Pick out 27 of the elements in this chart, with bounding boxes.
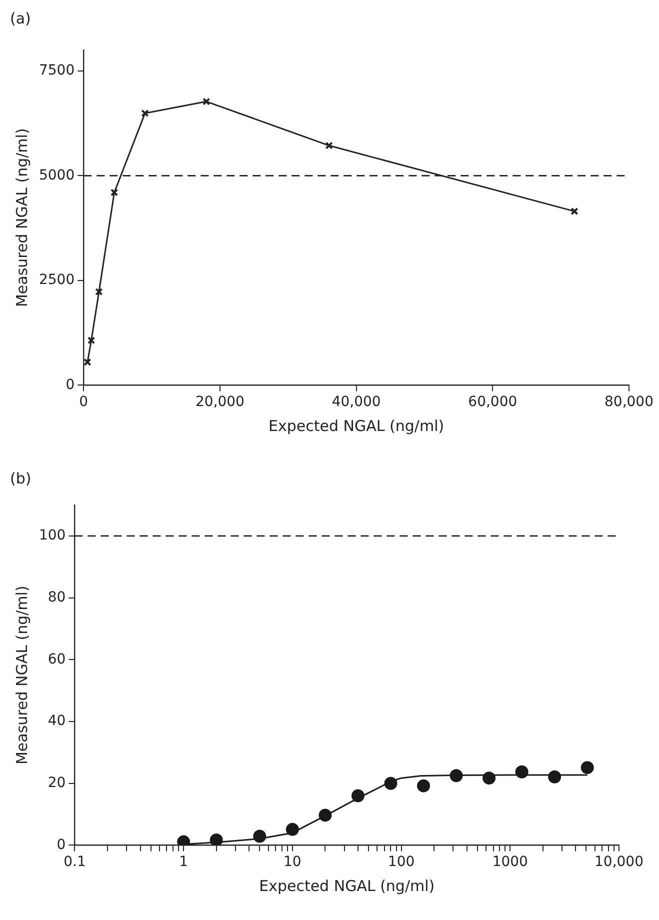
x-axis-title: Expected NGAL (ng/ml) [259,876,435,895]
y-tick-label: 0 [66,376,75,393]
y-tick-label: 100 [38,528,66,544]
y-tick-label: 5000 [38,167,75,184]
y-tick-label: 80 [48,589,66,606]
y-tick-label: 20 [48,774,66,791]
y-tick-label: 2500 [38,272,75,288]
y-axis-title: Measured NGAL (ng/ml) [12,128,31,308]
x-tick-label: 80,000 [604,394,654,410]
y-tick-label: 60 [48,651,66,668]
y-tick-label: 0 [56,836,66,853]
x-tick-label: 10 [284,854,302,870]
x-tick-label: 1000 [492,854,528,870]
x-tick-label: 0.1 [64,854,86,870]
x-tick-label: 40,000 [332,394,381,410]
y-axis-title: Measured NGAL (ng/ml) [12,586,31,765]
text: (a) [10,9,31,28]
x-tick-label: 1 [179,854,188,870]
x-tick-label: 60,000 [468,394,518,410]
y-tick-label: 7500 [38,62,75,79]
x-axis-title: Expected NGAL (ng/ml) [268,416,444,435]
x-tick-label: 10,000 [594,854,644,870]
y-tick-label: 40 [48,713,66,730]
x-tick-label: 20,000 [195,394,244,410]
text: (b) [10,469,32,488]
x-tick-label: 100 [388,854,415,870]
x-tick-label: 0 [79,394,88,410]
